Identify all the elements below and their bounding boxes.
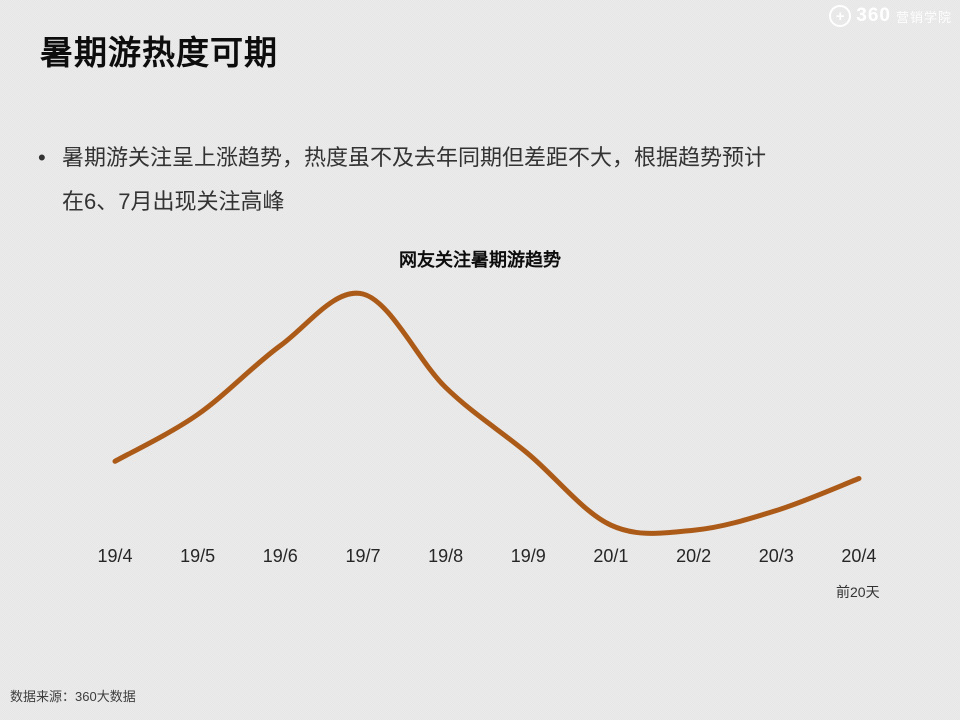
bullet-line-1: 暑期游关注呈上涨趋势，热度虽不及去年同期但差距不大，根据趋势预计 [62,145,767,170]
bullet-marker: • [38,145,46,170]
brand-name: 360 [856,5,891,26]
x-axis-label: 19/5 [180,546,216,566]
x-axis-note: 前20天 [836,584,880,600]
x-axis-label: 19/7 [345,546,381,566]
x-axis-label: 19/6 [262,546,298,566]
circle-plus-icon: + [829,5,852,27]
x-axis-label: 19/8 [428,546,464,566]
x-axis-label: 19/9 [510,546,546,566]
brand-suffix: 营销学院 [895,9,952,25]
data-source-note: 数据来源：360大数据 [10,689,136,704]
x-axis-label: 20/3 [758,546,794,566]
page-title: 暑期游热度可期 [40,34,278,71]
bullet-text: 暑期游关注呈上涨趋势，热度虽不及去年同期但差距不大，根据趋势预计 在6、7月出现… [62,136,766,224]
trend-line-series [112,290,862,536]
x-axis-label: 19/4 [97,546,133,566]
x-axis-label: 20/2 [676,546,712,566]
x-axis: 19/4 19/5 19/6 19/7 19/8 19/9 20/1 20/2 20/3 20/4 [75,546,899,567]
brand-logo: + 360 营销学院 [829,5,952,27]
x-axis-label: 20/4 [841,546,877,566]
x-axis-label: 20/1 [593,546,629,566]
bullet-line-2: 在6、7月出现关注高峰 [62,189,285,214]
bullet-item: • 暑期游关注呈上涨趋势，热度虽不及去年同期但差距不大，根据趋势预计 在6、7月… [38,136,898,224]
chart-title: 网友关注暑期游趋势 [399,250,561,270]
